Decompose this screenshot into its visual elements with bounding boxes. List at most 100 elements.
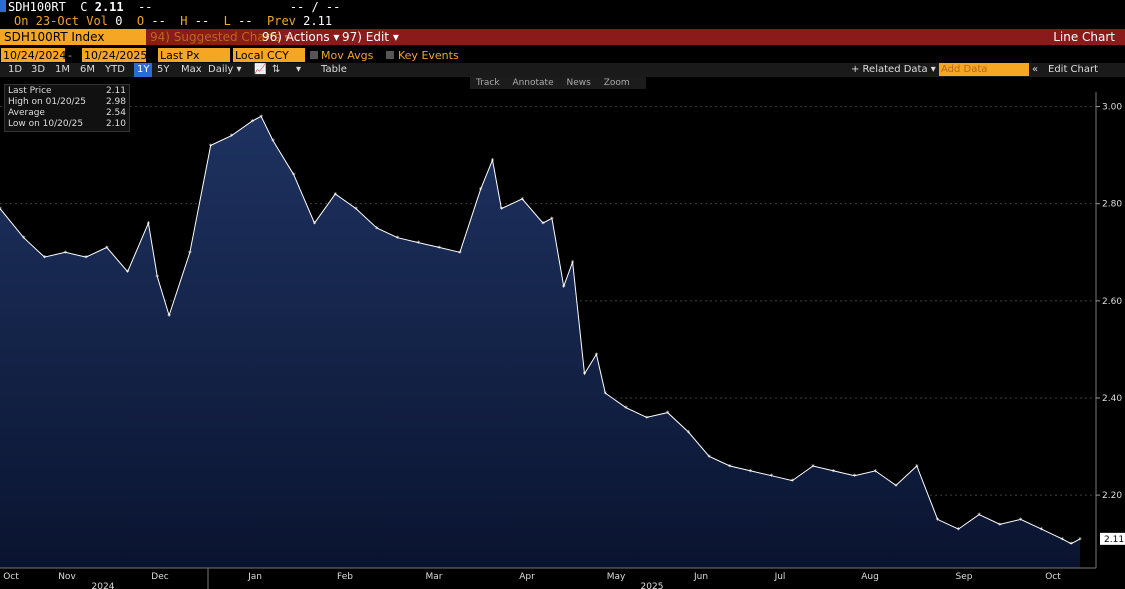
data-point: * [126,269,130,277]
suggested-charts-menu[interactable]: 94) Suggested Charts ▾ [150,30,291,44]
last-value-box [1100,532,1125,545]
low-label: L [223,14,231,28]
quote-date: On 23-Oct [14,14,80,28]
x-tick-label: Mar [426,572,443,582]
add-data-input[interactable]: Add Data [939,63,1029,76]
close-label: C [80,0,88,14]
x-tick-label: Apr [519,572,535,582]
ticker-row: SDH100RT C 2.11 -- -- / -- [0,0,1125,14]
key-events-checkbox[interactable] [386,51,394,59]
news-tool[interactable]: News [566,78,591,88]
data-point: * [1060,536,1064,544]
data-point: * [645,414,649,422]
open-value: -- [151,14,166,28]
table-button[interactable]: Table [321,64,347,75]
data-point: * [562,283,566,291]
legend-value: 2.11 [105,86,126,96]
chart-legend: Last Price 2.11 High on 01/20/25 2.98 Aver… [4,84,130,132]
data-point: * [1078,536,1082,544]
data-point: * [259,113,263,121]
data-point: * [250,118,254,126]
ticker-symbol[interactable]: SDH100RT [8,0,66,14]
legend-value: 2.10 [105,119,126,129]
data-point: * [209,142,213,150]
data-point: * [520,196,524,204]
collapse-icon[interactable]: « [1032,64,1039,75]
data-point: * [334,191,338,199]
data-point: * [832,468,836,476]
x-tick-label: Oct [1045,572,1061,582]
period-max[interactable]: Max [181,64,202,75]
annotate-tool[interactable]: Annotate [512,78,554,88]
dropdown-icon[interactable]: ▾ [296,64,302,75]
edit-chart-button[interactable]: Edit Chart [1048,64,1099,75]
legend-row-last: Last Price 2.11 [8,86,126,97]
year-label: 2024 [92,582,115,589]
index-name-field[interactable]: SDH100RT Index [0,29,146,45]
start-date-field[interactable]: 10/24/2024 [1,48,67,62]
y-tick-label: 2.80 [1102,200,1122,210]
legend-row-low: Low on 10/20/25 2.10 [8,119,126,130]
x-tick-label: May [607,572,626,582]
ticker-marker [0,0,6,12]
last-price: 2.11 [94,0,124,14]
data-point: * [749,468,753,476]
edit-menu[interactable]: 97) Edit ▾ [342,30,399,44]
chart-type-label[interactable]: Line Chart [1053,30,1115,44]
x-tick-label: Nov [58,572,76,582]
data-point: * [998,521,1002,529]
track-tool[interactable]: Track [476,78,500,88]
period-5y[interactable]: 5Y [157,64,170,75]
data-point: * [666,410,670,418]
legend-label: Low on 10/20/25 [8,119,84,129]
currency-select[interactable]: Local CCY [233,48,305,62]
data-point: * [491,157,495,165]
data-point: * [957,526,961,534]
data-point: * [624,405,628,413]
period-6m[interactable]: 6M [80,64,95,75]
x-tick-label: Jan [247,572,262,582]
mov-avgs-checkbox[interactable] [310,51,318,59]
price-field-select[interactable]: Last Px [158,48,230,62]
data-point: * [853,473,857,481]
data-point: * [479,186,483,194]
period-1d[interactable]: 1D [8,64,23,75]
data-point: * [728,463,732,471]
data-point: * [105,244,109,252]
zoom-tool[interactable]: Zoom [603,78,630,88]
x-tick-label: Oct [3,572,19,582]
actions-menu[interactable]: 96) Actions ▾ [262,30,340,44]
period-ytd[interactable]: YTD [105,64,125,75]
line-chart-icon[interactable]: 📈 [254,64,267,75]
data-point: * [188,249,192,257]
price-area [0,116,1080,569]
y-tick-label: 2.60 [1102,297,1122,307]
data-point: * [500,206,504,214]
x-tick-label: Feb [337,572,353,582]
data-point: * [458,249,462,257]
data-point: * [84,254,88,262]
legend-label: High on 01/20/25 [8,97,87,107]
data-point: * [64,249,68,257]
data-point: * [43,254,47,262]
frequency-select[interactable]: Daily ▾ [208,64,242,75]
related-data-button[interactable]: + Related Data ▾ [851,64,936,75]
last-value-label: 2.11 [1104,535,1124,545]
data-point: * [22,235,26,243]
data-point: * [313,220,317,228]
data-point: * [790,478,794,486]
period-3d[interactable]: 3D [31,64,46,75]
mov-avgs-label[interactable]: Mov Avgs [321,49,374,62]
data-point: * [1019,516,1023,524]
end-date-field[interactable]: 10/24/2025 [82,48,148,62]
sort-icon[interactable]: ⇅ [272,64,281,75]
menu-bar: SDH100RT Index 94) Suggested Charts ▾ 96… [0,29,1125,45]
period-1y[interactable]: 1Y [134,63,153,77]
data-point: * [147,220,151,228]
data-point: * [604,390,608,398]
period-1m[interactable]: 1M [55,64,70,75]
low-value: -- [238,14,253,28]
key-events-label[interactable]: Key Events [398,49,459,62]
data-point: * [0,206,2,214]
